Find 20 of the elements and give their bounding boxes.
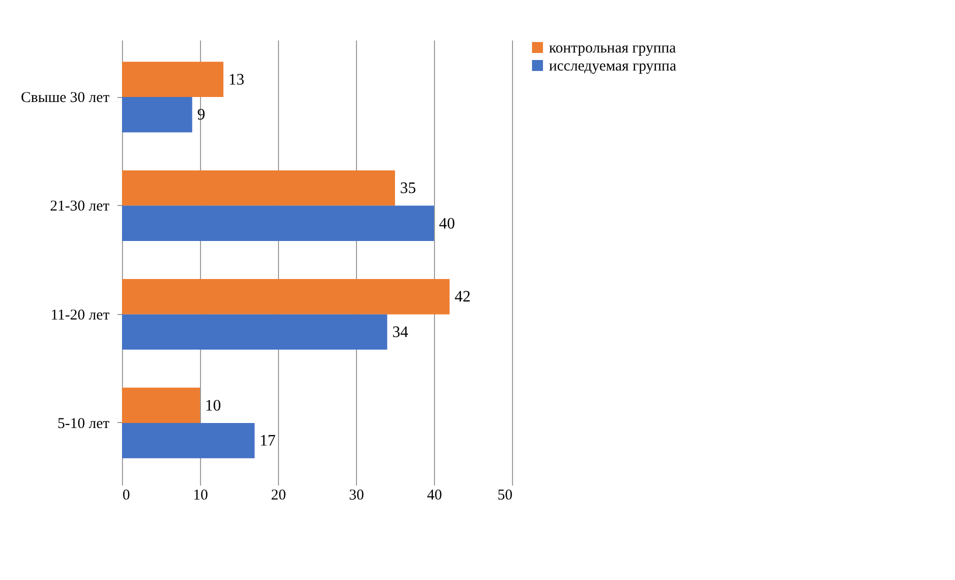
y-tick-label: 21-30 лет [50,198,110,215]
data-label: 10 [205,397,221,414]
x-tick-label: 10 [193,488,208,504]
data-label: 42 [454,288,471,306]
y-tick-label: 11-20 лет [50,307,110,324]
data-label: 13 [228,71,244,88]
x-tick-label: 0 [122,488,130,504]
data-label: 34 [392,324,408,341]
data-label: 17 [260,432,276,450]
legend-label: исследуемая группа [549,58,677,74]
x-tick-label: 40 [427,488,442,504]
data-label: 35 [400,180,416,198]
x-tick-label: 30 [349,488,364,504]
data-label: 40 [439,215,455,232]
y-tick-label: Свыше 30 лет [20,90,110,106]
legend-label: контрольная группа [549,40,676,56]
data-label: 9 [197,106,206,124]
x-tick-label: 20 [271,488,286,504]
y-tick-label: 5-10 лет [58,416,110,432]
x-tick-label: 50 [498,488,512,504]
